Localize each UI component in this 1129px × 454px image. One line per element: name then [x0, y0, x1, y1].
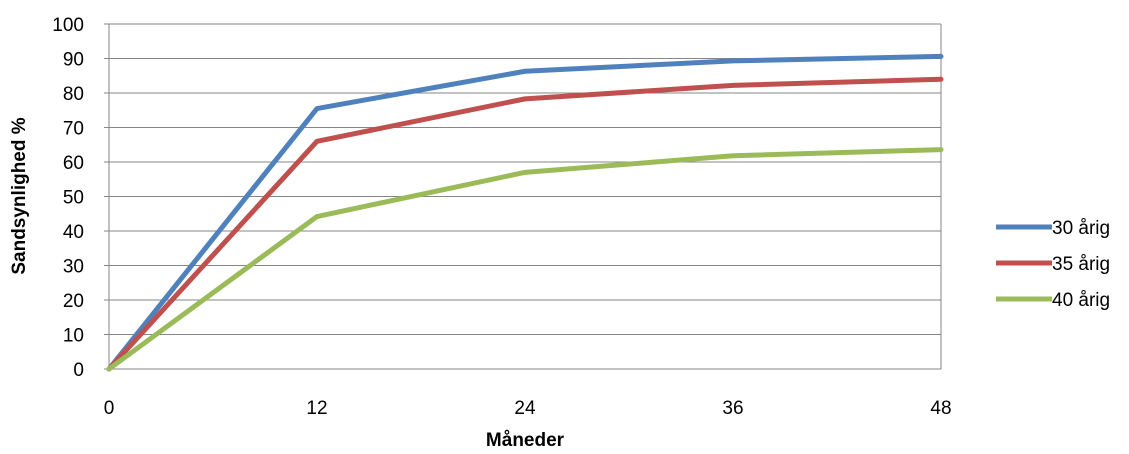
y-tick-label: 40	[63, 222, 84, 243]
series-line-40-årig	[106, 147, 944, 372]
y-tick-label: 20	[63, 291, 84, 312]
y-tick-label: 70	[63, 119, 84, 140]
x-axis-title: Måneder	[486, 430, 565, 451]
legend: 30 årig 35 årig 40 årig	[996, 218, 1110, 311]
y-tick-label: 30	[63, 257, 84, 278]
legend-label: 30 årig	[1052, 218, 1110, 239]
y-tick-label: 0	[73, 360, 84, 381]
series-line-35-årig	[106, 76, 944, 372]
x-tick-label: 0	[104, 398, 115, 419]
y-tick-label: 100	[52, 15, 84, 36]
series-line-30-årig	[106, 53, 944, 372]
legend-label: 35 årig	[1052, 254, 1110, 275]
y-axis-tick-labels: 0 10 20 30 40 50 60 70 80 90 100	[52, 15, 84, 381]
y-tick-label: 10	[63, 326, 84, 347]
x-tick-label: 36	[722, 398, 743, 419]
y-tick-label: 50	[63, 188, 84, 209]
legend-label: 40 årig	[1052, 290, 1110, 311]
x-tick-label: 12	[306, 398, 327, 419]
x-tick-label: 48	[930, 398, 951, 419]
x-tick-label: 24	[514, 398, 536, 419]
x-axis-tick-labels: 0 12 24 36 48	[104, 398, 952, 419]
y-axis-title: Sandsynlighed %	[9, 117, 30, 274]
y-tick-label: 60	[63, 153, 84, 174]
series-lines	[106, 53, 944, 372]
y-tick-label: 80	[63, 84, 84, 105]
y-tick-label: 90	[63, 50, 84, 71]
